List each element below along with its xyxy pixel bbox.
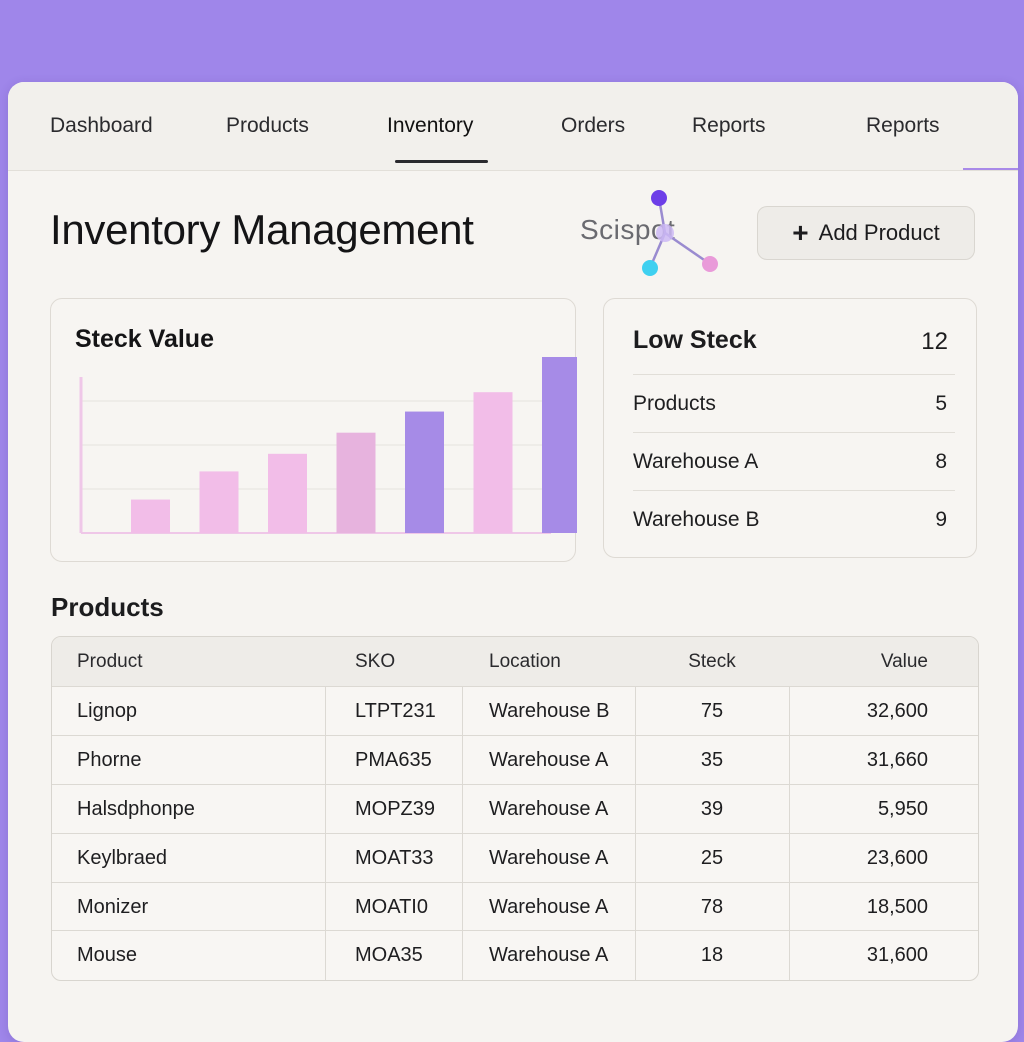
cell-location: Warehouse B bbox=[489, 700, 610, 722]
chart-bar[interactable] bbox=[336, 432, 376, 533]
cell-stock: 78 bbox=[700, 895, 724, 918]
cell-sku: MOATI0 bbox=[355, 895, 428, 918]
cell-value: 31,660 bbox=[866, 749, 928, 771]
cell-product: Monizer bbox=[77, 895, 149, 918]
chart-bar[interactable] bbox=[131, 499, 170, 533]
cell-product: Lignop bbox=[77, 700, 138, 722]
products-table: Product SKO Location Steck Value Lignop … bbox=[51, 636, 979, 981]
add-product-label: Add Product bbox=[818, 220, 940, 245]
low-stock-row-value: 8 bbox=[935, 450, 947, 473]
app-window: Dashboard Products Inventory Orders Repo… bbox=[8, 82, 1018, 1042]
tab-reports-2[interactable]: Reports bbox=[866, 114, 940, 137]
tab-products[interactable]: Products bbox=[226, 114, 309, 137]
chart-bar[interactable] bbox=[473, 392, 513, 533]
tab-inventory[interactable]: Inventory bbox=[387, 114, 474, 137]
low-stock-title: Low Steck bbox=[633, 326, 757, 354]
chart-title: Steck Value bbox=[75, 325, 214, 353]
cell-location: Warehouse A bbox=[489, 944, 609, 966]
active-tab-indicator bbox=[395, 160, 488, 163]
chart-bar[interactable] bbox=[405, 411, 444, 533]
tab-reports[interactable]: Reports bbox=[692, 114, 766, 137]
low-stock-row-label: Warehouse B bbox=[633, 508, 760, 531]
low-stock-row-label: Warehouse A bbox=[633, 450, 759, 473]
low-stock-card: Low Steck 12 Products 5 Warehouse A 8 Wa… bbox=[603, 298, 977, 558]
stock-value-card: Steck Value bbox=[50, 298, 577, 562]
cell-value: 31,600 bbox=[866, 944, 928, 966]
cell-sku: LTPT231 bbox=[355, 700, 436, 722]
nav-accent-line bbox=[963, 168, 1018, 170]
cell-value: 23,600 bbox=[866, 847, 928, 869]
page-title: Inventory Management bbox=[50, 206, 474, 253]
chart-bar[interactable] bbox=[268, 453, 307, 533]
cell-product: Mouse bbox=[77, 944, 138, 966]
chart-bar[interactable] bbox=[542, 357, 577, 533]
cell-product: Phorne bbox=[77, 749, 142, 771]
table-row[interactable]: Halsdphonpe MOPZ39 Warehouse A 39 5,950 bbox=[52, 784, 978, 834]
column-header-sku[interactable]: SKO bbox=[355, 650, 396, 672]
cell-stock: 75 bbox=[700, 700, 724, 722]
low-stock-row: Warehouse B 9 bbox=[633, 490, 955, 549]
products-section-title: Products bbox=[51, 592, 164, 622]
cell-sku: PMA635 bbox=[355, 749, 432, 771]
low-stock-row-value: 9 bbox=[935, 508, 947, 531]
molecule-icon bbox=[642, 190, 718, 276]
tab-dashboard[interactable]: Dashboard bbox=[50, 114, 153, 137]
cell-location: Warehouse A bbox=[489, 895, 609, 918]
cell-sku: MOPZ39 bbox=[355, 798, 436, 820]
cell-value: 32,600 bbox=[866, 700, 928, 722]
cell-sku: MOAT33 bbox=[355, 847, 434, 869]
table-row[interactable]: Mouse MOA35 Warehouse A 18 31,600 bbox=[52, 930, 978, 980]
cell-value: 5,950 bbox=[877, 798, 928, 820]
column-header-stock[interactable]: Steck bbox=[688, 650, 736, 672]
low-stock-row-label: Products bbox=[633, 392, 716, 415]
cell-stock: 25 bbox=[700, 847, 724, 869]
low-stock-row: Warehouse A 8 bbox=[633, 432, 955, 491]
brand-logo: Scispot bbox=[580, 190, 730, 280]
table-row[interactable]: Keylbraed MOAT33 Warehouse A 25 23,600 bbox=[52, 833, 978, 883]
column-header-product[interactable]: Product bbox=[77, 650, 143, 672]
column-header-location[interactable]: Location bbox=[489, 650, 561, 672]
tab-orders[interactable]: Orders bbox=[561, 114, 626, 137]
cell-stock: 18 bbox=[700, 944, 724, 966]
column-header-value[interactable]: Value bbox=[880, 650, 928, 672]
cell-stock: 39 bbox=[700, 798, 724, 820]
cell-product: Halsdphonpe bbox=[77, 798, 195, 820]
stock-value-chart bbox=[79, 357, 577, 534]
plus-icon: + bbox=[792, 217, 809, 248]
cell-product: Keylbraed bbox=[77, 847, 168, 869]
low-stock-count: 12 bbox=[921, 328, 948, 355]
top-nav: Dashboard Products Inventory Orders Repo… bbox=[8, 82, 1018, 171]
cell-sku: MOA35 bbox=[355, 944, 423, 966]
chart-bar[interactable] bbox=[199, 471, 239, 533]
table-row[interactable]: Lignop LTPT231 Warehouse B 75 32,600 bbox=[52, 686, 978, 736]
table-row[interactable]: Phorne PMA635 Warehouse A 35 31,660 bbox=[52, 735, 978, 785]
table-row[interactable]: Monizer MOATI0 Warehouse A 78 18,500 bbox=[52, 882, 978, 931]
cell-location: Warehouse A bbox=[489, 749, 609, 771]
table-header-row: Product SKO Location Steck Value bbox=[52, 637, 978, 686]
cell-stock: 35 bbox=[700, 749, 724, 771]
cell-value: 18,500 bbox=[866, 895, 928, 918]
add-product-button[interactable]: + Add Product bbox=[757, 206, 975, 260]
low-stock-row-value: 5 bbox=[935, 392, 947, 415]
cell-location: Warehouse A bbox=[489, 798, 609, 820]
low-stock-row: Products 5 bbox=[633, 374, 955, 433]
cell-location: Warehouse A bbox=[489, 847, 609, 869]
